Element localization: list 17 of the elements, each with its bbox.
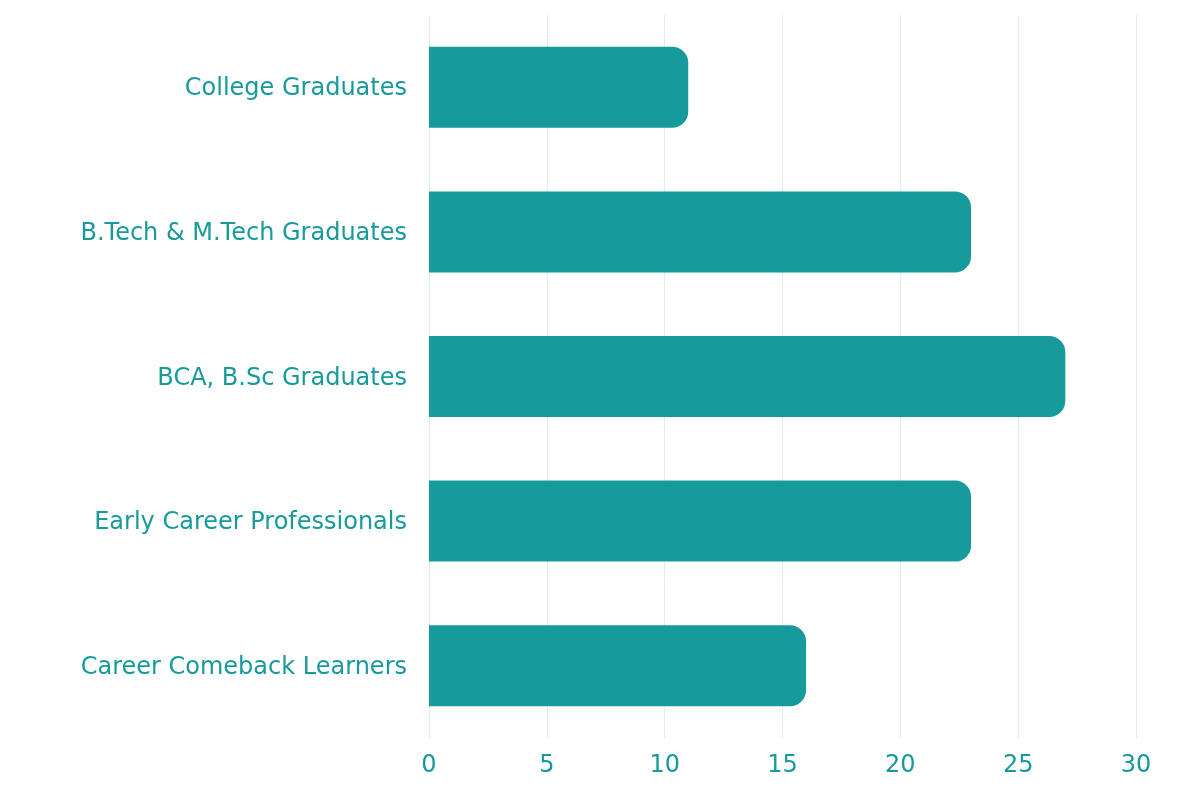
x-tick-label: 10 <box>649 750 680 778</box>
x-tick-label: 15 <box>767 750 798 778</box>
y-tick-label: College Graduates <box>184 73 407 102</box>
bar <box>429 480 972 562</box>
bar <box>429 46 689 128</box>
x-tick-label: 30 <box>1120 750 1152 778</box>
y-tick-label: Early Career Professionals <box>94 507 407 536</box>
bar <box>429 191 972 273</box>
y-tick-label: Career Comeback Learners <box>80 651 407 680</box>
x-tick-label: 20 <box>885 750 916 778</box>
x-tick-label: 25 <box>1002 750 1034 778</box>
x-tick-label: 5 <box>539 750 555 778</box>
bar <box>429 336 1066 417</box>
y-tick-label: BCA, B.Sc Graduates <box>157 362 407 391</box>
bar <box>429 625 807 707</box>
x-tick-label: 0 <box>421 750 437 778</box>
y-tick-label: B.Tech & M.Tech Graduates <box>80 217 407 246</box>
